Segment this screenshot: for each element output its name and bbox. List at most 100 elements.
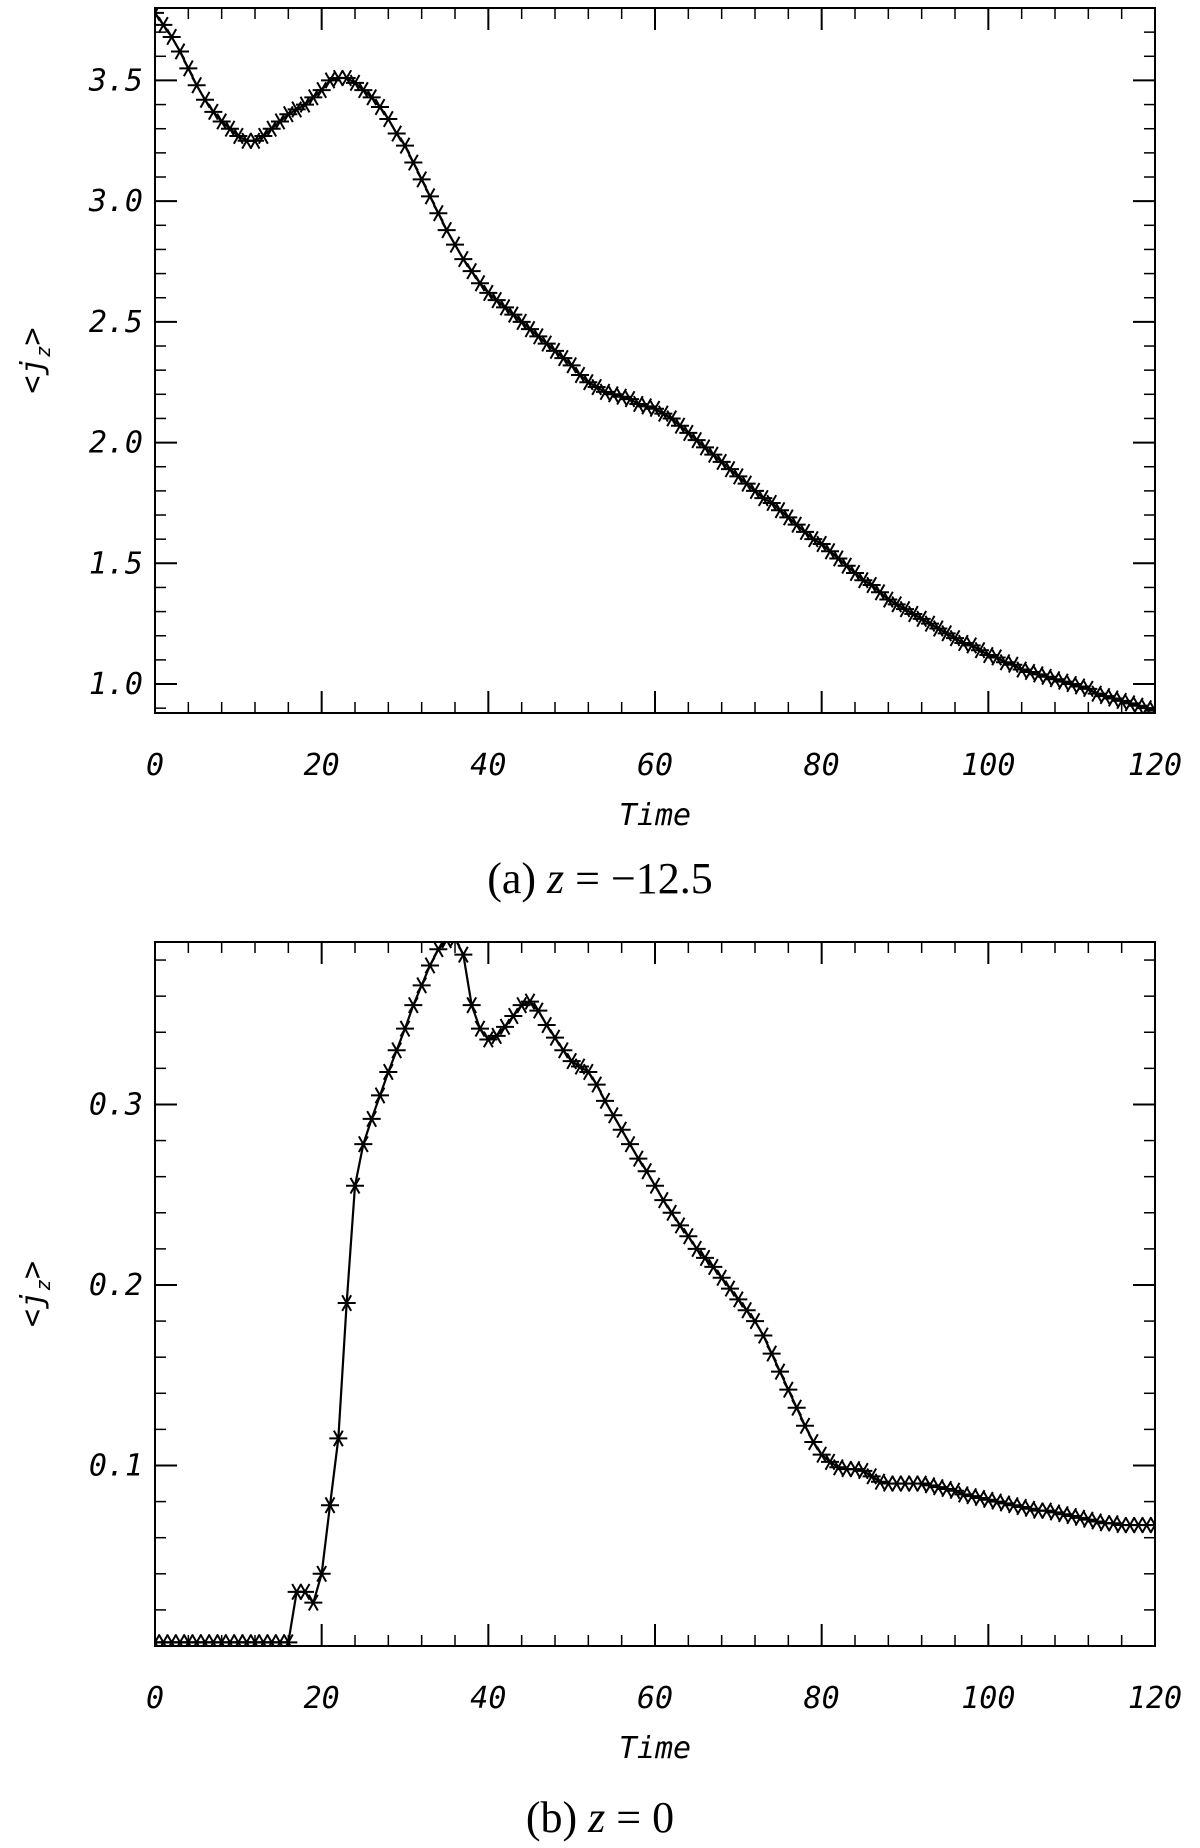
data-point (412, 976, 431, 994)
series-markers (155, 942, 1155, 1646)
data-point (862, 576, 881, 594)
data-point (921, 1477, 939, 1494)
data-point (762, 1345, 781, 1362)
x-tick-label: 100 (961, 748, 1015, 783)
data-point (204, 103, 223, 121)
data-point (829, 1458, 848, 1476)
x-tick-label: 20 (304, 748, 340, 783)
data-point (529, 328, 548, 345)
x-tick-label: 60 (637, 1681, 673, 1716)
data-point (537, 335, 556, 352)
chart-panel-b: 0 20 40 60 80 100 120 0.1 0.2 0.3 Time <jz> (b) z = … (15, 941, 1182, 1842)
data-point (1037, 1502, 1056, 1519)
plot-frame (154, 941, 1156, 1647)
data-point (446, 236, 464, 253)
data-point (479, 284, 498, 302)
data-point (537, 1016, 556, 1034)
data-point (162, 28, 181, 46)
data-point (612, 1121, 631, 1139)
x-tick-label: 0 (146, 748, 164, 783)
data-point (812, 535, 831, 553)
x-tick-label: 40 (470, 1681, 506, 1716)
data-point (679, 1227, 698, 1245)
data-point (771, 501, 789, 519)
data-point (454, 250, 473, 268)
data-point (1146, 1516, 1155, 1534)
data-point (696, 439, 714, 456)
data-point (871, 583, 889, 601)
data-point (387, 1041, 406, 1059)
data-point (312, 1565, 331, 1583)
data-point (562, 357, 581, 374)
data-point (221, 120, 239, 138)
data-point (512, 313, 531, 331)
data-point (1012, 1498, 1031, 1516)
data-point (554, 349, 573, 367)
data-point (637, 1162, 656, 1180)
series-line (155, 12, 1155, 712)
data-point (954, 1486, 973, 1503)
data-point (379, 1063, 398, 1081)
data-point (596, 1092, 614, 1110)
data-point (646, 1177, 664, 1195)
data-point (746, 1312, 764, 1330)
data-point (721, 460, 739, 478)
data-point (679, 424, 698, 442)
data-point (671, 417, 689, 435)
series-line (155, 942, 1155, 1644)
data-point (337, 1294, 356, 1312)
data-point (721, 1280, 739, 1297)
data-point (704, 1258, 723, 1276)
x-tick-label: 20 (304, 1681, 340, 1716)
data-point (487, 291, 506, 309)
data-point (1079, 1511, 1098, 1528)
data-point (421, 957, 439, 974)
panel-caption: (b) z = 0 (526, 1793, 674, 1842)
data-point (271, 113, 289, 130)
data-point (454, 946, 473, 963)
data-point (821, 542, 839, 560)
data-point (421, 187, 439, 205)
x-tick-label: 60 (637, 748, 673, 783)
data-point (521, 993, 539, 1010)
data-point (362, 1110, 381, 1128)
data-point (829, 550, 848, 567)
data-point (712, 453, 731, 471)
data-point (871, 1473, 889, 1491)
data-point (621, 1135, 639, 1153)
data-point (1004, 1496, 1023, 1514)
data-point (779, 509, 798, 526)
data-point (1087, 1513, 1106, 1530)
data-point (296, 1583, 314, 1601)
data-point (962, 1487, 981, 1505)
data-point (812, 1446, 831, 1463)
data-point (437, 221, 456, 239)
data-point (587, 1076, 606, 1093)
data-point (155, 16, 173, 34)
y-tick-label: 2.5 (89, 305, 143, 340)
data-point (987, 1493, 1006, 1510)
data-point (429, 204, 448, 222)
data-point (304, 89, 323, 106)
data-point (737, 1301, 756, 1319)
data-point (429, 942, 448, 958)
y-axis-title: <jz> (15, 327, 55, 393)
data-point (412, 171, 431, 188)
data-point (487, 1027, 506, 1045)
data-point (912, 1475, 931, 1492)
data-point (379, 110, 398, 128)
y-tick-label: 3.5 (88, 63, 143, 98)
x-tick-label: 40 (470, 748, 506, 783)
data-point (554, 1041, 573, 1059)
data-point (712, 1269, 731, 1287)
data-point (449, 942, 461, 947)
data-point (804, 1433, 823, 1451)
data-point (1146, 702, 1155, 713)
y-tick-label: 0.1 (89, 1448, 143, 1483)
data-point (155, 8, 164, 22)
data-point (754, 1327, 773, 1344)
data-point (729, 1291, 748, 1308)
data-point (329, 1430, 348, 1447)
data-point (729, 468, 748, 485)
